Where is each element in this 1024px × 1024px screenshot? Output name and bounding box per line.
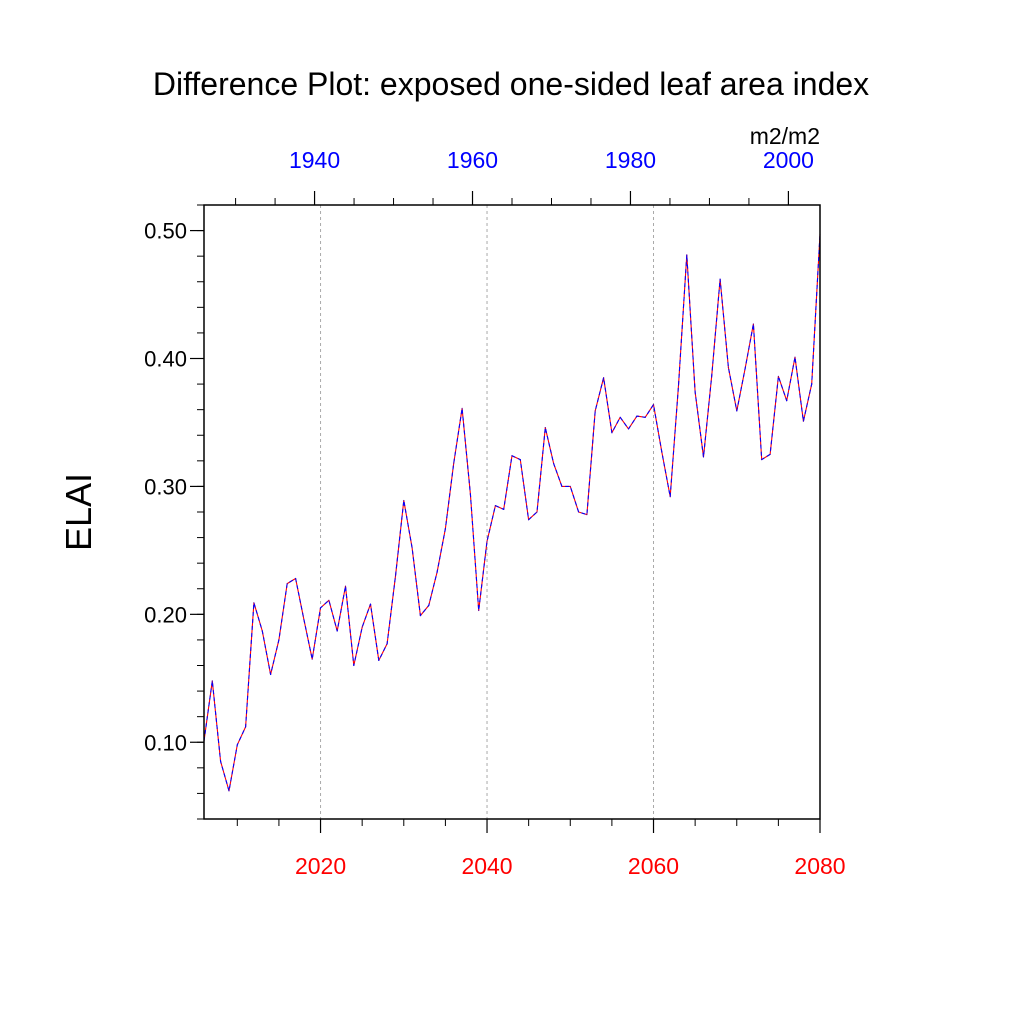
bottom-tick-label: 2060	[628, 853, 679, 879]
data-point	[511, 455, 513, 457]
data-point	[711, 374, 713, 376]
bottom-tick-label: 2080	[794, 853, 845, 879]
data-point	[652, 404, 655, 406]
data-point	[578, 511, 580, 513]
data-point	[627, 428, 630, 430]
grid-layer	[320, 205, 655, 819]
data-point	[336, 630, 338, 632]
data-point	[328, 599, 330, 601]
data-point	[386, 643, 388, 645]
data-point	[761, 459, 763, 461]
data-point	[353, 664, 355, 667]
top-tick-label: 1940	[289, 147, 340, 173]
axis-layer: 0.10 0.20 0.30 0.40 0.50 2020 2040 2060 2080 1940…	[144, 147, 845, 879]
data-point	[211, 680, 213, 682]
data-point	[469, 493, 471, 495]
data-point	[220, 760, 222, 763]
data-point	[369, 603, 372, 605]
data-point	[503, 508, 505, 510]
data-point	[769, 453, 771, 455]
data-point	[486, 540, 488, 543]
data-point	[569, 485, 571, 487]
data-point	[702, 456, 705, 458]
bottom-tick-label: 2020	[295, 853, 346, 879]
data-point	[811, 383, 813, 385]
top-tick-label: 2000	[763, 147, 814, 173]
data-point	[461, 407, 463, 409]
bottom-tick-label: 2040	[461, 853, 512, 879]
data-point	[553, 462, 555, 464]
data-point	[594, 410, 596, 412]
data-point	[561, 485, 563, 487]
data-point	[669, 496, 671, 498]
y-tick-label: 0.10	[144, 730, 187, 755]
data-point	[303, 618, 305, 621]
data-point	[619, 416, 621, 418]
data-point	[319, 607, 322, 609]
top-tick-label: 1980	[605, 147, 656, 173]
data-point	[253, 602, 255, 604]
data-point	[677, 384, 680, 386]
chart-title: Difference Plot: exposed one-sided leaf …	[153, 66, 869, 102]
data-point	[403, 499, 405, 502]
data-point	[245, 726, 247, 728]
y-tick-label: 0.20	[144, 602, 187, 627]
series-layer	[203, 233, 821, 792]
data-point	[236, 744, 238, 746]
units-label: m2/m2	[750, 123, 820, 149]
data-point	[777, 375, 780, 377]
data-point	[361, 626, 363, 628]
y-tick-label: 0.40	[144, 347, 187, 372]
data-point	[544, 427, 546, 429]
data-point	[278, 639, 280, 641]
data-point	[686, 254, 688, 256]
data-point	[436, 571, 438, 573]
data-point	[411, 547, 413, 549]
data-point	[802, 420, 805, 422]
data-point	[661, 451, 663, 453]
data-point	[719, 278, 721, 280]
data-point	[394, 575, 397, 577]
data-point	[453, 462, 455, 464]
top-tick-label: 1960	[447, 147, 498, 173]
y-tick-label: 0.30	[144, 474, 187, 499]
data-point	[727, 366, 730, 369]
data-point	[261, 630, 263, 632]
y-axis-label: ELAI	[58, 473, 99, 551]
data-point	[536, 511, 538, 513]
data-point	[694, 391, 696, 393]
data-point	[644, 416, 646, 418]
data-point	[428, 604, 430, 607]
data-point	[270, 673, 272, 676]
data-point	[444, 528, 446, 530]
data-point	[636, 415, 638, 417]
data-point	[786, 400, 788, 402]
data-point	[744, 368, 746, 370]
data-point	[344, 585, 347, 587]
data-point	[419, 615, 421, 617]
data-point	[478, 609, 480, 612]
data-point	[752, 323, 755, 325]
data-point	[736, 410, 738, 412]
data-point	[311, 658, 313, 660]
data-point	[494, 505, 496, 507]
data-point	[586, 514, 588, 516]
data-point	[794, 356, 796, 358]
data-point	[528, 519, 530, 521]
data-point	[603, 377, 605, 379]
data-point	[295, 577, 297, 580]
data-point	[378, 659, 380, 662]
data-point	[228, 790, 230, 792]
data-point	[286, 583, 288, 585]
y-tick-label: 0.50	[144, 219, 187, 244]
data-point	[519, 459, 521, 461]
plot-frame	[203, 204, 821, 820]
data-point	[611, 432, 613, 434]
